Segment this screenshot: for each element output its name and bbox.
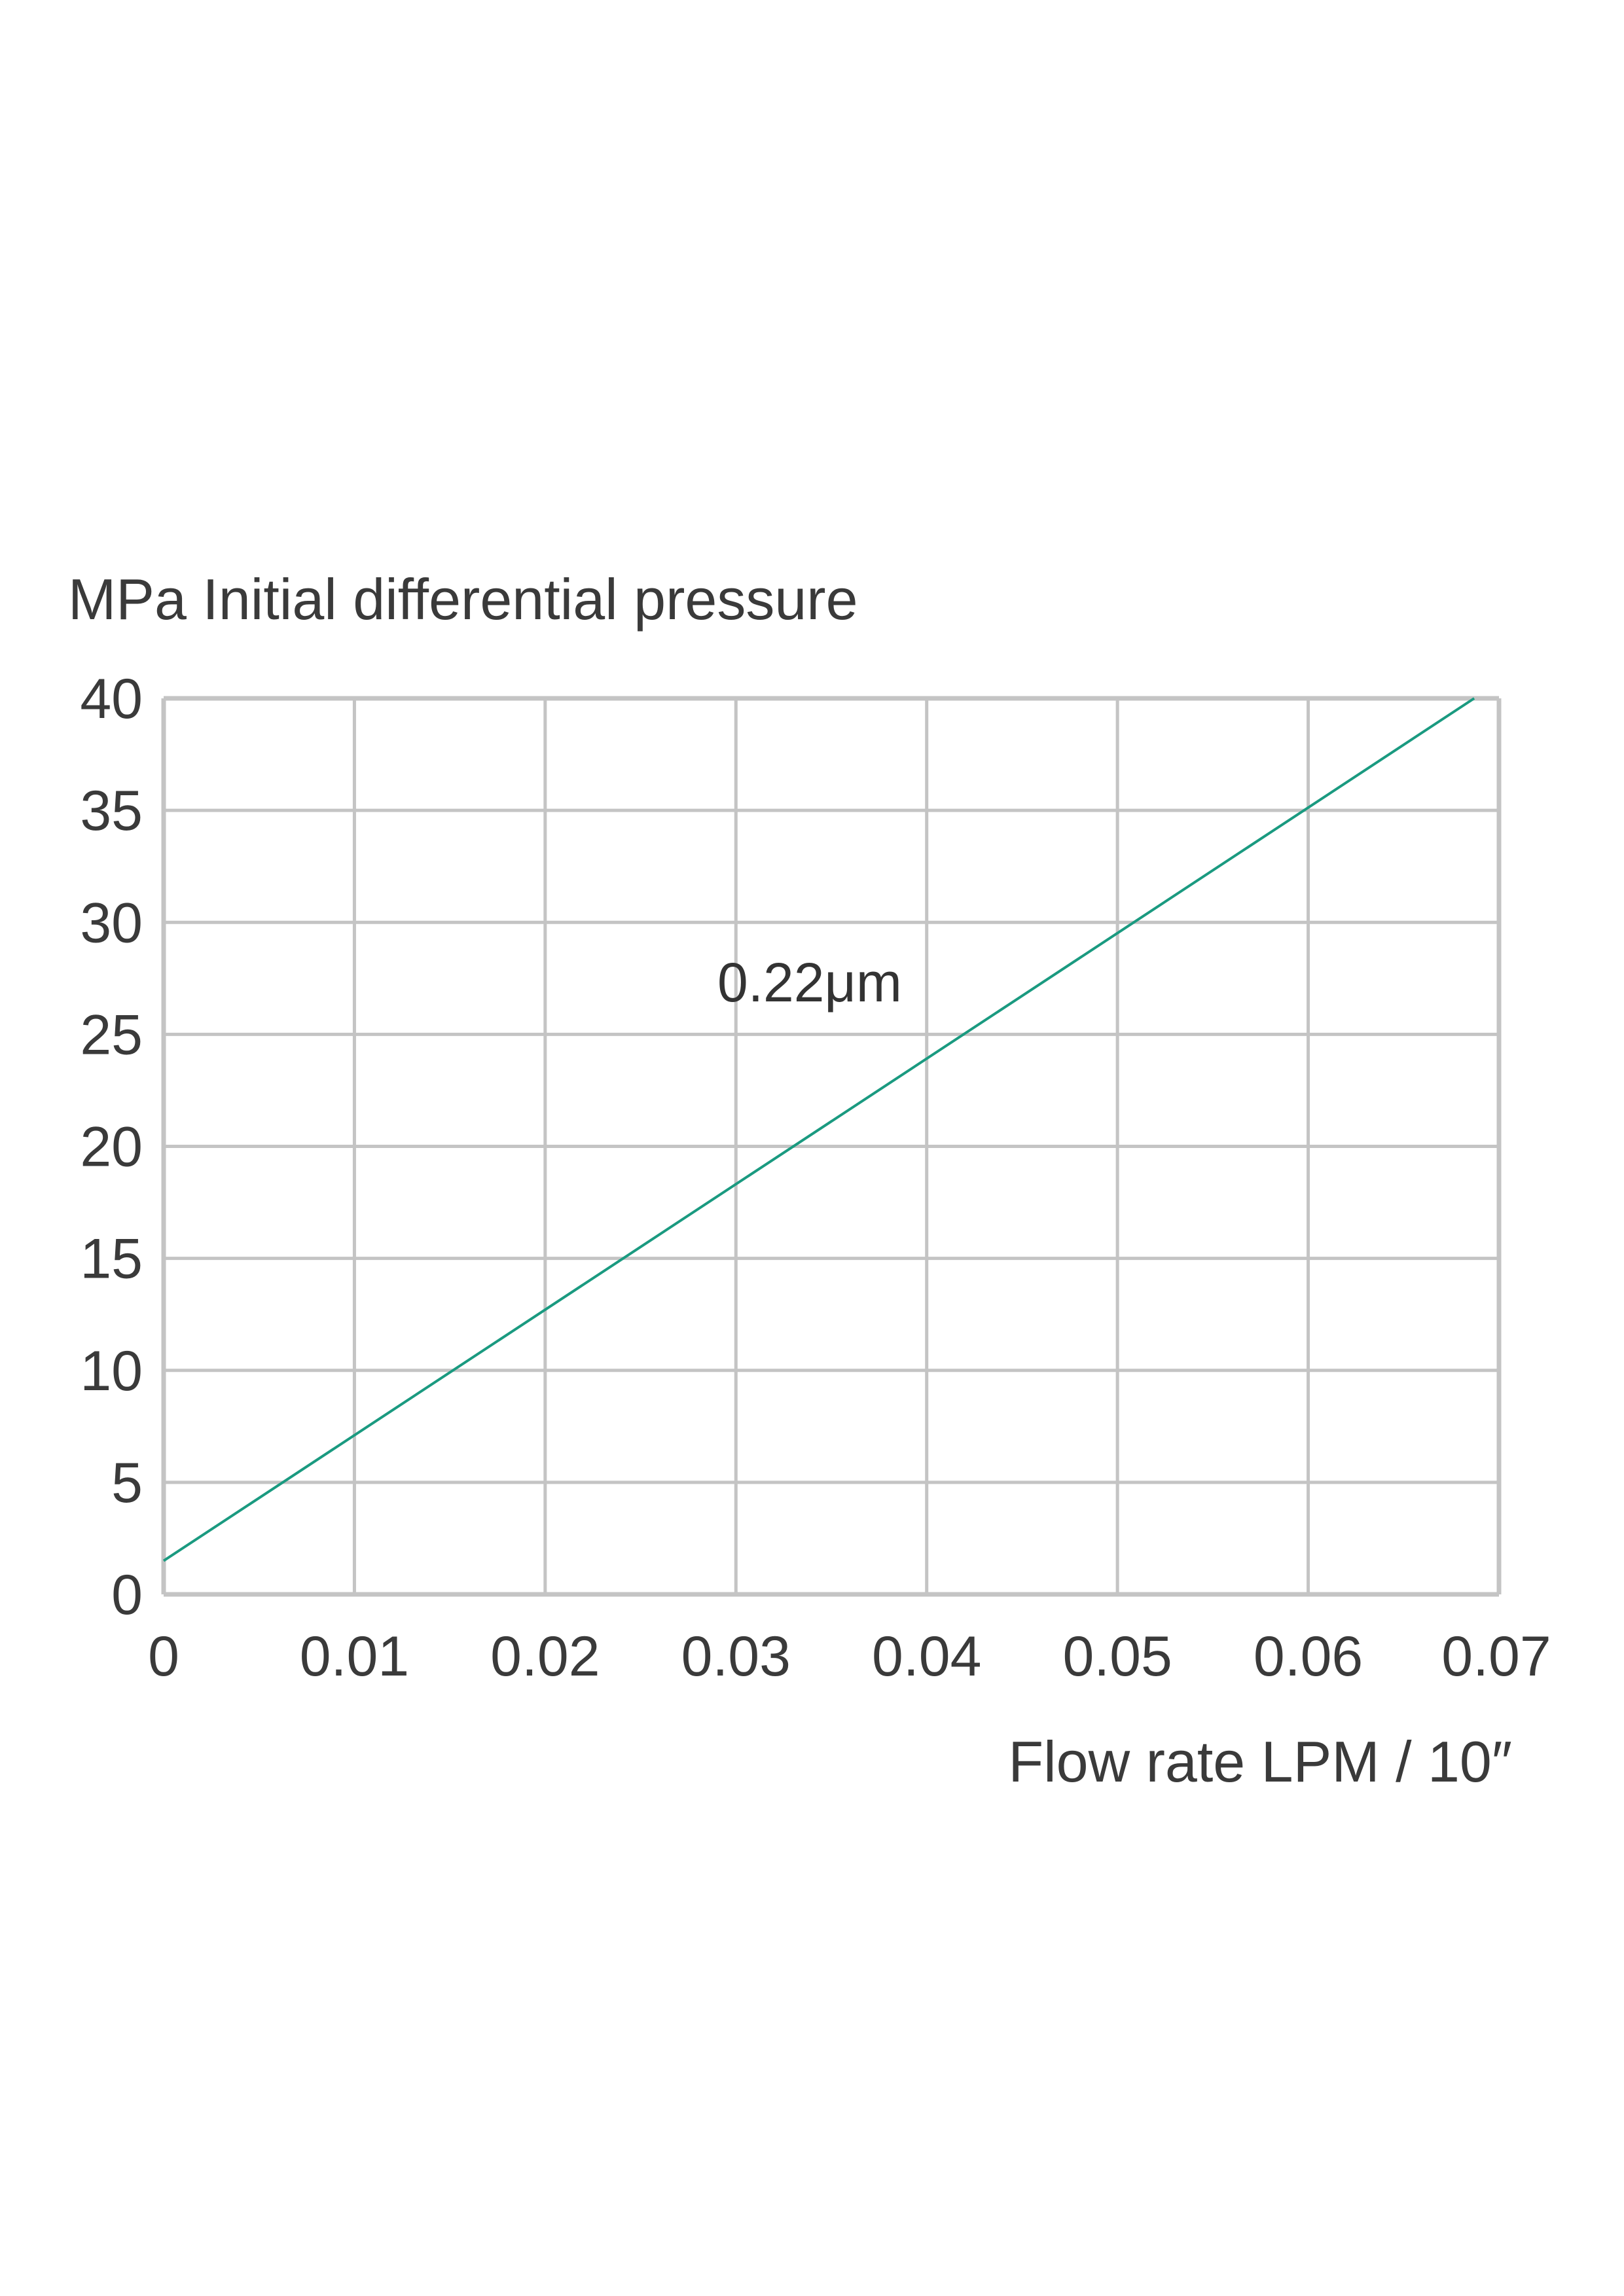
y-tick-label: 0 <box>111 1564 143 1626</box>
x-tick-label: 0.01 <box>300 1625 409 1688</box>
y-tick-label: 10 <box>80 1340 143 1403</box>
series-line <box>162 697 1475 1562</box>
x-tick-label: 0.07 <box>1441 1625 1551 1688</box>
series-label: 0.22μm <box>717 952 902 1013</box>
y-tick-label: 30 <box>80 891 143 954</box>
x-tick-label: 0.02 <box>490 1625 600 1688</box>
y-tick-label: 15 <box>80 1228 143 1291</box>
series-layer <box>162 697 1475 1562</box>
y-axis-title: MPa Initial differential pressure <box>68 567 858 632</box>
x-axis-title: Flow rate LPM / 10″ <box>1008 1729 1512 1794</box>
y-tick-label: 40 <box>80 668 143 730</box>
grid <box>161 696 1502 1597</box>
x-tick-labels: 0 0.01 0.02 0.03 0.04 0.05 0.06 0.07 <box>148 1625 1551 1688</box>
y-tick-labels: 0 5 10 15 20 25 30 35 40 <box>80 668 143 1626</box>
y-tick-label: 5 <box>111 1452 143 1515</box>
y-tick-label: 20 <box>80 1116 143 1179</box>
y-tick-label: 35 <box>80 780 143 842</box>
x-tick-label: 0.03 <box>681 1625 791 1688</box>
x-tick-label: 0 <box>148 1625 179 1688</box>
x-tick-label: 0.05 <box>1062 1625 1172 1688</box>
x-tick-label: 0.06 <box>1254 1625 1363 1688</box>
y-tick-label: 25 <box>80 1003 143 1066</box>
x-tick-label: 0.04 <box>872 1625 981 1688</box>
